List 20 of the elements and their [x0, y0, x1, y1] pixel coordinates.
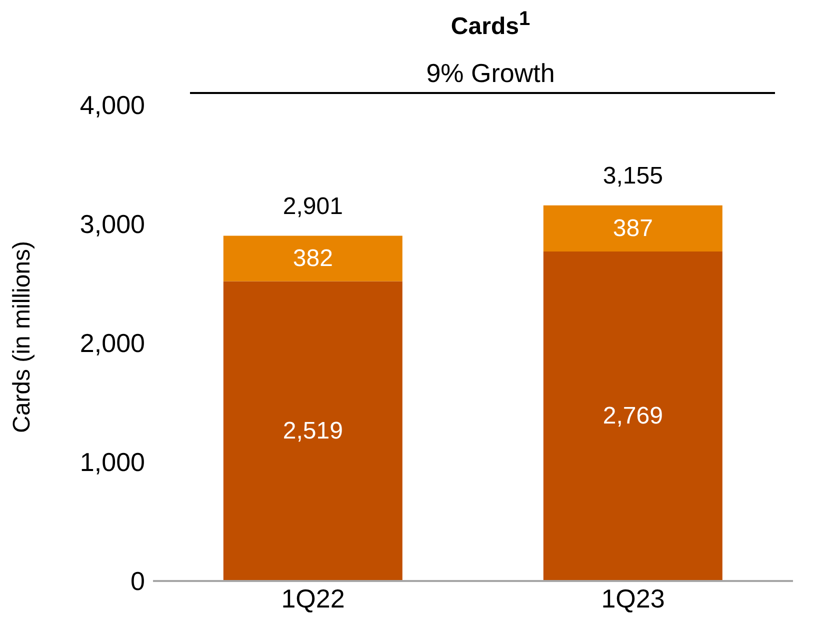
data-label: 2,519	[282, 418, 343, 445]
text: 9% Growth	[425, 58, 556, 89]
y-tick-label: 4,000	[80, 90, 145, 120]
y-tick-label: 2,000	[80, 328, 145, 358]
data-label: 2,769	[602, 402, 663, 430]
x-tick-label: 1Q23	[601, 583, 665, 614]
bar	[543, 205, 722, 252]
y-tick-label: 1,000	[80, 447, 145, 478]
x-tick-label: 1Q22	[281, 583, 345, 614]
data-label: 387	[612, 214, 653, 242]
bar	[543, 251, 722, 581]
bar	[223, 281, 402, 581]
total-label: 2,901	[282, 192, 343, 220]
y-tick-label: 3,000	[80, 209, 145, 240]
y-axis-title: Cards (in millions)	[8, 240, 36, 433]
bar	[223, 236, 402, 282]
data-label: 382	[292, 245, 333, 272]
y-tick-label: 0	[130, 566, 145, 596]
total-label: 3,155	[602, 162, 663, 190]
chart-title: Cards$^{1}$	[450, 8, 532, 41]
